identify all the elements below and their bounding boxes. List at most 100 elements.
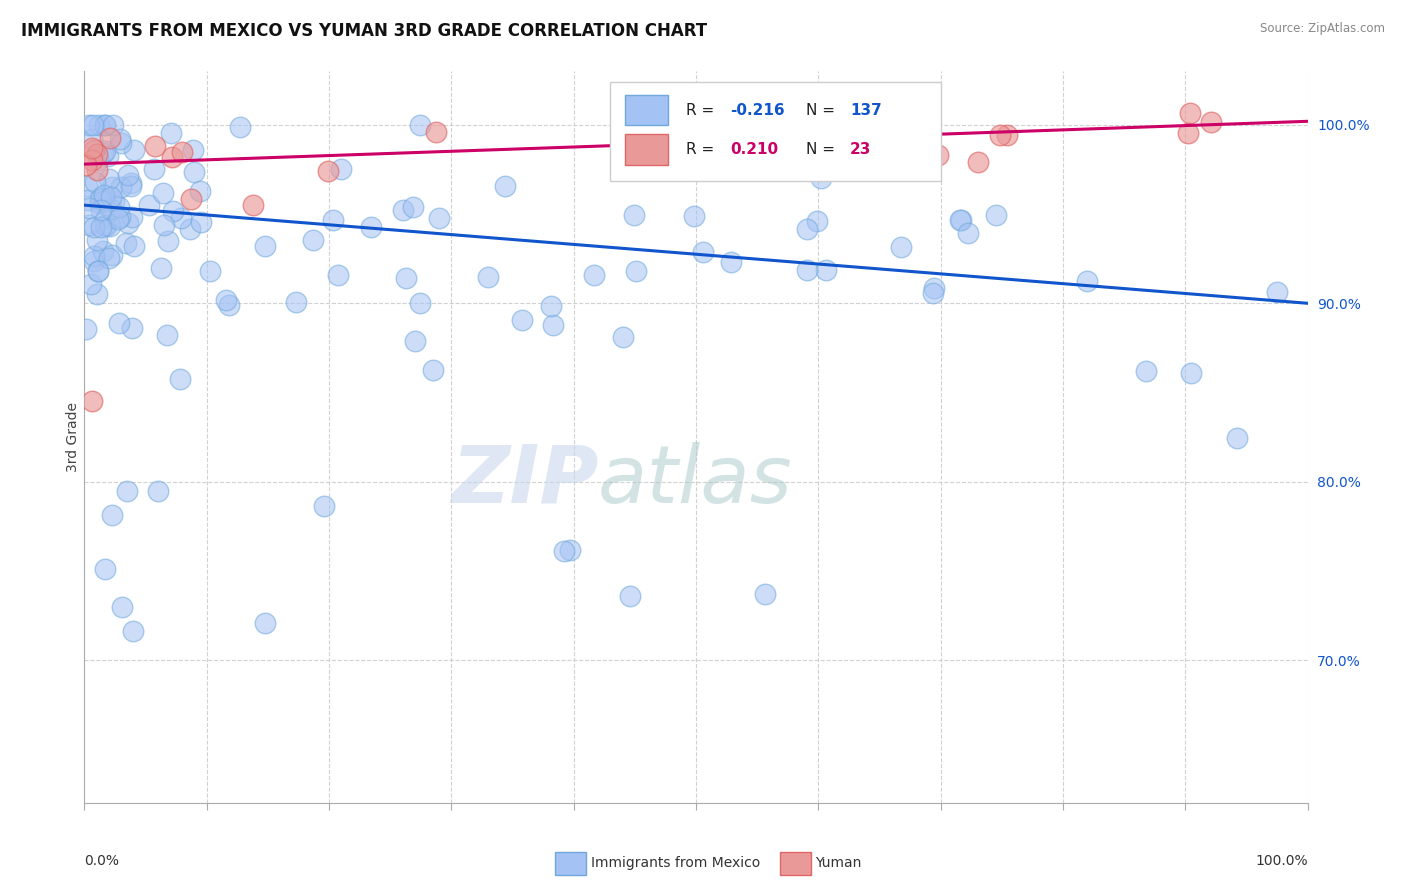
Point bbox=[162, 203, 184, 218]
Point bbox=[229, 120, 252, 134]
Point bbox=[921, 286, 943, 301]
Point bbox=[583, 268, 606, 282]
Point bbox=[214, 293, 236, 307]
Point bbox=[80, 394, 103, 409]
Point bbox=[91, 145, 114, 160]
Point bbox=[108, 200, 131, 214]
Point bbox=[115, 235, 138, 250]
Point bbox=[115, 483, 138, 498]
Text: N =: N = bbox=[806, 142, 839, 157]
Point bbox=[796, 263, 818, 277]
Point bbox=[796, 222, 818, 236]
Point bbox=[98, 171, 121, 186]
Point bbox=[80, 153, 103, 168]
Point bbox=[1076, 274, 1098, 288]
Point bbox=[93, 187, 115, 202]
Point bbox=[94, 118, 117, 132]
Point bbox=[93, 194, 115, 209]
Point bbox=[814, 262, 837, 277]
Point bbox=[76, 178, 98, 193]
Point bbox=[97, 251, 120, 265]
Point bbox=[93, 212, 115, 227]
Point bbox=[720, 254, 742, 268]
Point bbox=[949, 212, 972, 227]
Point bbox=[1267, 285, 1289, 299]
Point bbox=[149, 260, 172, 275]
Point bbox=[810, 171, 832, 186]
Text: 0.210: 0.210 bbox=[730, 142, 779, 157]
Text: R =: R = bbox=[686, 103, 720, 118]
Point bbox=[101, 180, 124, 194]
Point bbox=[683, 209, 706, 223]
Point bbox=[172, 145, 194, 160]
Point bbox=[87, 263, 110, 277]
Point bbox=[253, 616, 276, 631]
Point bbox=[93, 218, 115, 232]
Point bbox=[322, 213, 344, 227]
Point bbox=[121, 624, 143, 638]
Point bbox=[815, 103, 838, 117]
Point bbox=[956, 226, 979, 240]
Point bbox=[94, 118, 117, 132]
Point bbox=[709, 118, 731, 132]
Point bbox=[77, 193, 100, 207]
Point bbox=[107, 212, 129, 227]
Point bbox=[148, 484, 170, 499]
Point bbox=[122, 238, 145, 252]
Point bbox=[82, 141, 104, 155]
Point bbox=[169, 372, 191, 386]
Point bbox=[995, 128, 1018, 142]
Point bbox=[94, 219, 117, 234]
Point bbox=[494, 178, 516, 193]
Point bbox=[404, 334, 426, 348]
Point bbox=[153, 218, 176, 232]
Point bbox=[558, 542, 581, 557]
Point bbox=[86, 163, 108, 178]
Point bbox=[392, 203, 415, 218]
Point bbox=[302, 233, 325, 247]
Point bbox=[160, 150, 183, 164]
Text: 0.0%: 0.0% bbox=[84, 854, 120, 868]
Text: Yuman: Yuman bbox=[815, 856, 862, 871]
Point bbox=[97, 149, 120, 163]
Point bbox=[1201, 115, 1223, 129]
Point bbox=[254, 238, 277, 252]
Point bbox=[156, 234, 179, 248]
Point bbox=[101, 248, 124, 262]
Point bbox=[181, 143, 204, 157]
Point bbox=[83, 219, 105, 234]
Point bbox=[80, 132, 103, 146]
Point bbox=[121, 321, 143, 335]
Text: 100.0%: 100.0% bbox=[1256, 854, 1308, 868]
Text: Source: ZipAtlas.com: Source: ZipAtlas.com bbox=[1260, 22, 1385, 36]
Point bbox=[183, 165, 205, 179]
Point bbox=[553, 544, 575, 558]
Point bbox=[100, 131, 122, 145]
Point bbox=[138, 197, 160, 211]
Point bbox=[108, 132, 131, 146]
Point bbox=[142, 162, 165, 177]
Point bbox=[122, 144, 145, 158]
Text: N =: N = bbox=[806, 103, 839, 118]
Point bbox=[152, 186, 174, 200]
Point bbox=[89, 195, 111, 210]
Point bbox=[80, 277, 103, 291]
Point bbox=[100, 508, 122, 522]
Point bbox=[422, 363, 444, 377]
Text: IMMIGRANTS FROM MEXICO VS YUMAN 3RD GRADE CORRELATION CHART: IMMIGRANTS FROM MEXICO VS YUMAN 3RD GRAD… bbox=[21, 22, 707, 40]
Point bbox=[77, 118, 100, 132]
Point bbox=[326, 268, 349, 282]
Point bbox=[117, 216, 139, 230]
Point bbox=[312, 499, 335, 513]
Point bbox=[103, 118, 125, 132]
Point bbox=[692, 244, 714, 259]
Point bbox=[90, 202, 112, 217]
Point bbox=[1226, 431, 1249, 445]
Point bbox=[1180, 367, 1202, 381]
Point bbox=[619, 589, 641, 603]
Point bbox=[402, 200, 425, 214]
Point bbox=[111, 600, 134, 615]
Point bbox=[427, 211, 450, 225]
Point bbox=[77, 202, 100, 216]
Point bbox=[83, 143, 105, 157]
